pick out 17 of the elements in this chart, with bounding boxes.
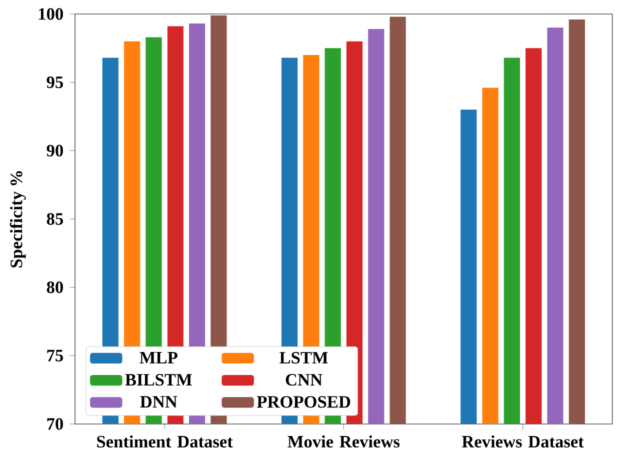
legend-label: CNN [286,374,322,386]
legend-label: LSTM [280,352,328,364]
y-tick-label: 85 [46,213,63,225]
y-axis-title: Specificity % [10,171,26,268]
y-tick-label: 100 [39,8,63,20]
legend-label: PROPOSED [256,396,350,408]
y-tick-label: 70 [47,418,63,430]
y-tick-label: 90 [46,144,63,156]
x-tick-label: Movie Reviews [288,435,400,448]
legend-label: BILSTM [125,374,192,386]
y-tick-label: 75 [47,350,63,362]
y-tick-label: 95 [46,76,63,88]
legend-label: DNN [140,396,178,408]
y-tick-label: 80 [46,281,63,294]
x-tick-label: Reviews Dataset [462,435,584,448]
x-tick-label: Sentiment Dataset [97,435,233,448]
legend-label: MLP [140,352,178,364]
